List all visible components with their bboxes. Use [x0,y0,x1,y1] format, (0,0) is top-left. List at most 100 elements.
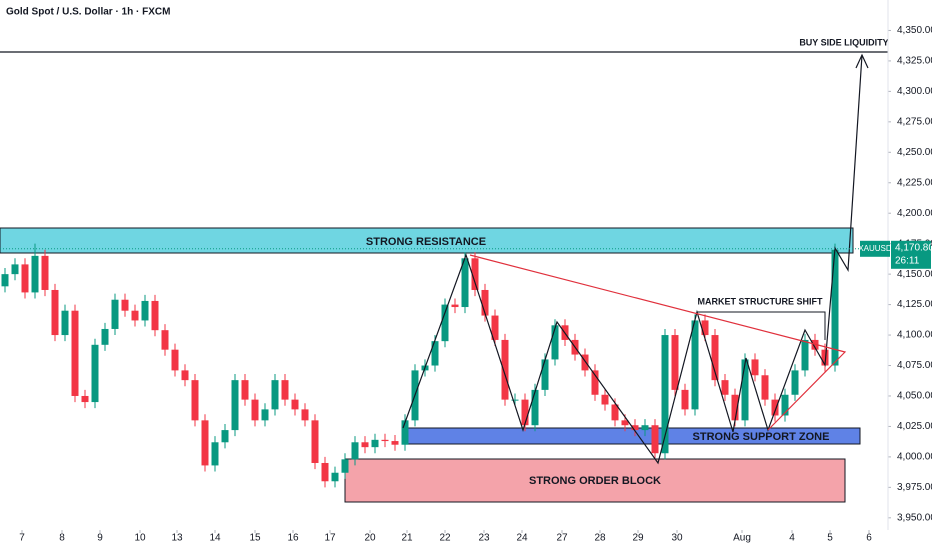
candle-body [691,320,699,410]
x-tick-label: 4 [789,533,795,544]
y-tick-label: 4,150.00 [897,269,932,280]
y-tick-label: 3,950.00 [897,512,932,523]
candle-body [331,472,339,482]
y-tick-label: 4,050.00 [897,391,932,402]
candle-body [71,310,79,396]
candle-body [241,380,249,400]
candle-body [751,359,759,376]
x-tick-label: 10 [134,533,146,544]
annotation: BUY SIDE LIQUIDITY [799,37,888,47]
candle-body [521,399,529,426]
candle-body [651,425,659,454]
candle-body [321,462,329,482]
candle-body [81,395,89,403]
y-tick-label: 4,275.00 [897,116,932,127]
candle-body [591,370,599,395]
y-tick-label: 3,975.00 [897,482,932,493]
candle-body [131,310,139,321]
x-tick-label: 9 [97,533,103,544]
candle-body [61,310,69,336]
annotation: STRONG SUPPORT ZONE [693,431,830,443]
candle-body [381,439,389,442]
candle-body [311,420,319,463]
candle-body [31,255,39,293]
y-tick-label: 4,125.00 [897,299,932,310]
candle-body [771,399,779,416]
candle-body [271,380,279,410]
x-tick-label: 27 [556,533,568,544]
candle-body [221,430,229,443]
candle-body [451,304,459,308]
x-tick-label: Aug [733,533,751,544]
candle-body [51,289,59,336]
candle-body [301,409,309,421]
candle-body [101,328,109,345]
candle-body [681,389,689,410]
x-tick-label: 14 [209,533,221,544]
drawings [0,51,888,465]
structure-shift-line [697,311,826,340]
candle-body [291,399,299,410]
x-tick-label: 22 [439,533,451,544]
x-tick-label: 5 [827,533,833,544]
y-tick-label: 4,100.00 [897,330,932,341]
triangle [469,254,847,431]
candle-body [661,335,669,454]
candle-body [111,299,119,329]
candle-body [171,349,179,371]
candle-body [761,375,769,400]
x-tick-label: 30 [671,533,683,544]
chart-title: Gold Spot / U.S. Dollar · 1h · FXCM [6,7,170,18]
candle-body [231,380,239,431]
annotation: STRONG RESISTANCE [366,236,486,248]
candle-body [141,300,149,321]
candle-body [191,380,199,421]
symbol-label: XAUUSD [858,244,892,253]
candle-body [21,264,29,293]
candle-body [351,442,359,460]
x-tick-label: 17 [324,533,336,544]
candle-body [831,249,839,366]
candle-body [781,394,789,416]
countdown-label: 26:11 [895,255,920,266]
x-tick-label: 7 [19,533,25,544]
x-tick-label: 6 [866,533,872,544]
y-tick-label: 4,225.00 [897,177,932,188]
candle-body [701,320,709,336]
candle-body [671,335,679,390]
candle-body [631,425,639,431]
order-block [344,458,846,503]
x-tick-label: 29 [632,533,644,544]
candle-body [461,258,469,308]
candle-body [441,304,449,342]
y-tick-label: 4,350.00 [897,25,932,36]
candle-body [431,341,439,366]
candle-body [1,274,9,287]
candles [1,243,839,488]
candle-body [501,339,509,400]
candle-body [251,399,259,421]
candle-body [491,315,499,340]
candle-body [711,335,719,381]
y-tick-label: 4,000.00 [897,452,932,463]
candle-body [371,439,379,448]
candle-body [281,380,289,400]
x-tick-label: 8 [59,533,65,544]
candle-body [341,459,349,473]
candle-body [621,420,629,426]
candle-body [721,380,729,395]
y-tick-label: 4,300.00 [897,86,932,97]
symbol-tag [860,240,890,257]
candle-body [261,409,269,421]
candle-body [401,420,409,445]
candle-body [121,299,129,311]
candle-body [11,264,19,275]
price-label: 4,170.80 [895,242,932,253]
x-tick-label: 16 [287,533,299,544]
x-tick-label: 28 [594,533,606,544]
candle-body [181,370,189,381]
y-tick-label: 4,025.00 [897,421,932,432]
drawings [0,227,861,503]
y-tick-label: 4,200.00 [897,208,932,219]
candle-body [821,349,829,366]
